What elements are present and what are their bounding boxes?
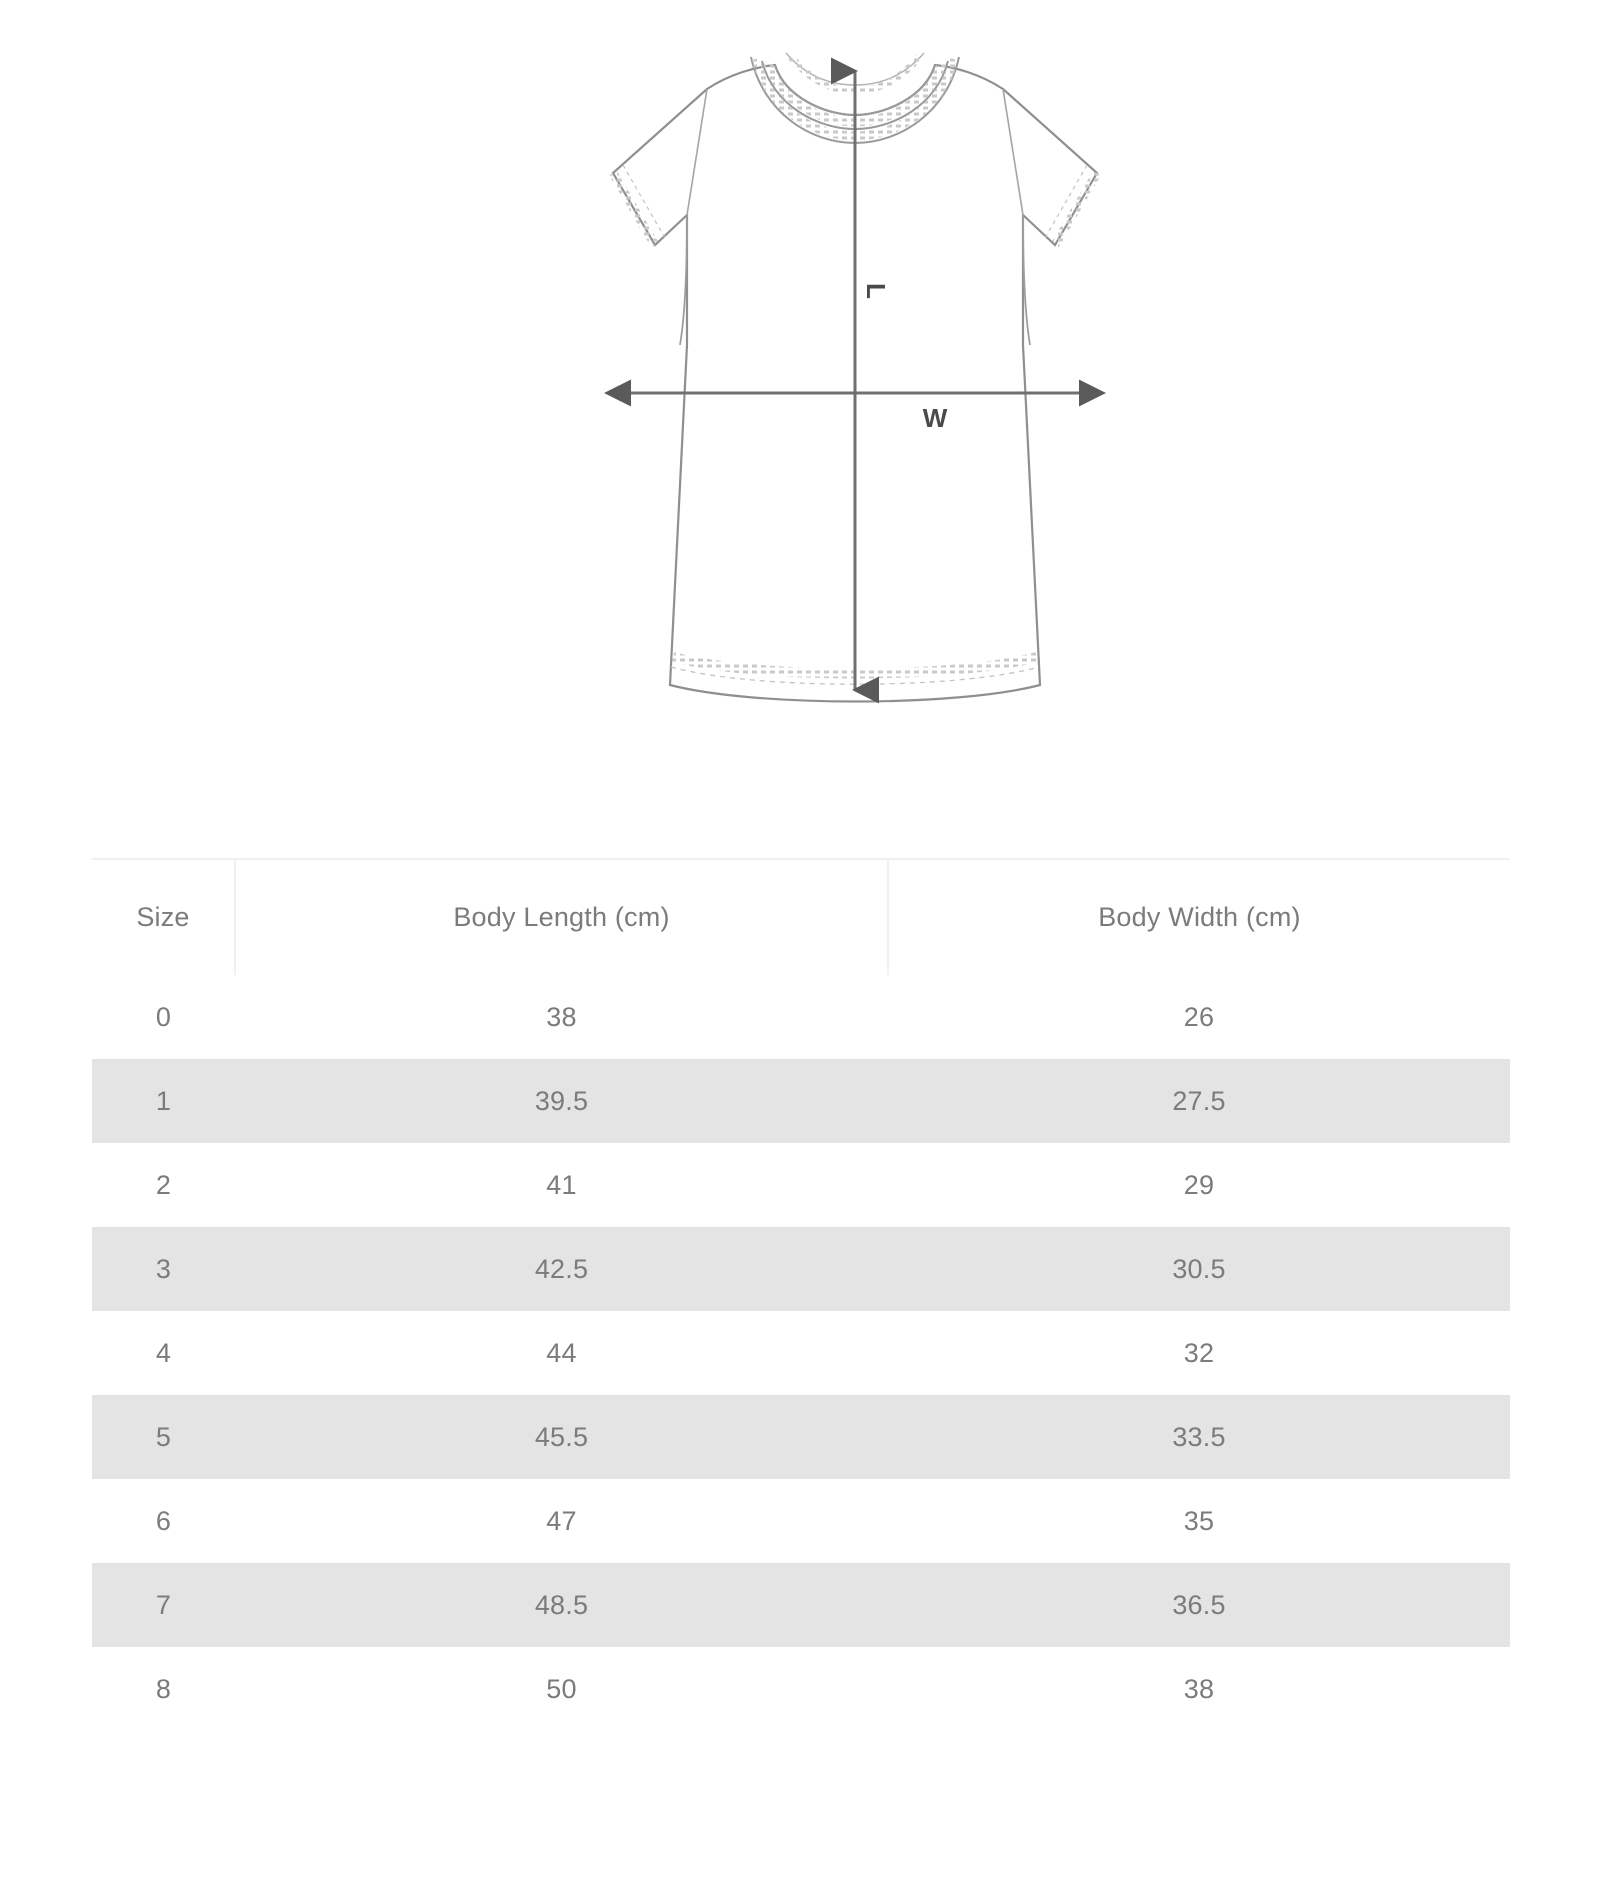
length-label: L [861,283,891,299]
column-header-body-length[interactable]: Body Length (cm) [234,859,888,975]
table-row: 1 39.5 27.5 [92,1059,1510,1143]
cell-body-length: 48.5 [235,1563,888,1647]
sleeve-seam-left [679,214,688,346]
cell-body-length: 42.5 [235,1227,888,1311]
table-row: 5 45.5 33.5 [92,1395,1510,1479]
table-row: 4 44 32 [92,1311,1510,1395]
cell-size: 2 [92,1143,235,1227]
cell-body-width: 29 [888,1143,1510,1227]
cell-body-length: 47 [235,1479,888,1563]
sleeve-seam-right [1022,214,1031,346]
table-header-row: Size Body Length (cm) Body Width (cm) [92,859,1510,975]
cell-body-length: 39.5 [235,1059,888,1143]
cell-size: 0 [92,975,235,1059]
table-header: Size Body Length (cm) Body Width (cm) [92,859,1510,975]
cell-body-length: 41 [235,1143,888,1227]
table-row: 3 42.5 30.5 [92,1227,1510,1311]
sleeve-hem-stitch-right [1044,164,1101,248]
cell-body-length: 50 [235,1647,888,1731]
cell-size: 4 [92,1311,235,1395]
table-row: 0 38 26 [92,975,1510,1059]
table-row: 6 47 35 [92,1479,1510,1563]
cell-body-width: 35 [888,1479,1510,1563]
cell-body-width: 27.5 [888,1059,1510,1143]
cell-body-width: 33.5 [888,1395,1510,1479]
table-row: 7 48.5 36.5 [92,1563,1510,1647]
cell-body-length: 45.5 [235,1395,888,1479]
table-body: 0 38 26 1 39.5 27.5 2 41 29 3 42.5 30.5 … [92,975,1510,1731]
size-chart-table: Size Body Length (cm) Body Width (cm) 0 … [92,858,1510,1731]
column-header-body-width[interactable]: Body Width (cm) [887,859,1510,975]
cell-body-length: 38 [235,975,888,1059]
tshirt-measurement-diagram: L W [604,52,1106,704]
cell-size: 7 [92,1563,235,1647]
cell-body-width: 26 [888,975,1510,1059]
table-row: 8 50 38 [92,1647,1510,1731]
cell-size: 1 [92,1059,235,1143]
sleeve-hem-stitch-left [609,164,666,248]
width-label: W [923,403,948,433]
cell-size: 6 [92,1479,235,1563]
cell-size: 8 [92,1647,235,1731]
cell-body-width: 32 [888,1311,1510,1395]
cell-body-width: 36.5 [888,1563,1510,1647]
cell-size: 5 [92,1395,235,1479]
column-header-size[interactable]: Size [92,859,235,975]
tshirt-diagram-container: L W [0,0,1600,840]
cell-body-length: 44 [235,1311,888,1395]
cell-body-width: 38 [888,1647,1510,1731]
cell-body-width: 30.5 [888,1227,1510,1311]
table-row: 2 41 29 [92,1143,1510,1227]
cell-size: 3 [92,1227,235,1311]
shoulder-seam-lines [686,88,1024,216]
